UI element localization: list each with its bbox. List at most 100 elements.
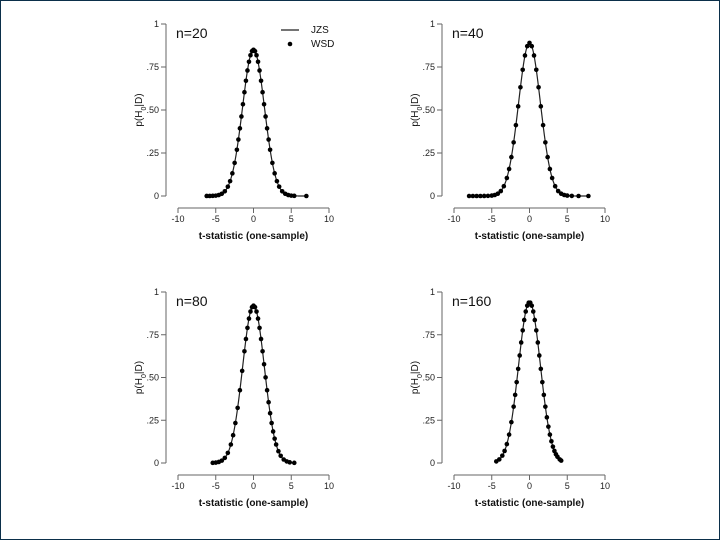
wsd-point [537, 353, 542, 358]
wsd-point [523, 309, 529, 314]
wsd-point [263, 375, 268, 380]
wsd-point [586, 193, 591, 199]
wsd-point [273, 442, 279, 447]
x-tick-label: 0 [251, 214, 256, 224]
wsd-point [267, 410, 273, 416]
y-tick-label: .50 [422, 373, 435, 383]
wsd-point [270, 160, 275, 166]
wsd-point [518, 340, 524, 345]
wsd-point [269, 420, 274, 426]
wsd-point [246, 59, 252, 65]
panel-title: n=80 [176, 293, 208, 309]
y-tick-label: 0 [154, 191, 159, 201]
wsd-point [304, 193, 309, 199]
wsd-point [509, 154, 514, 160]
wsd-point [506, 432, 512, 437]
wsd-point [276, 184, 282, 189]
y-tick-label: .75 [146, 330, 159, 340]
wsd-point [248, 309, 253, 314]
wsd-point [219, 458, 225, 463]
jzs-curve [212, 305, 295, 464]
y-axis-label: p(H0|D) [410, 93, 424, 126]
x-tick-label: 10 [324, 214, 334, 224]
wsd-point [225, 184, 231, 189]
x-tick-label: 0 [527, 214, 532, 224]
wsd-point [258, 336, 264, 342]
wsd-point [237, 387, 243, 393]
y-axis-label-sub: 0 [141, 374, 148, 378]
wsd-point [522, 53, 528, 58]
wsd-point [540, 379, 545, 385]
y-axis-label-end: |D) [410, 361, 421, 374]
x-tick-label: -5 [212, 481, 220, 491]
wsd-point [535, 340, 541, 345]
wsd-point [533, 67, 539, 73]
x-axis-label: t-statistic (one-sample) [199, 231, 308, 242]
wsd-point [518, 85, 523, 90]
wsd-point [498, 188, 504, 194]
wsd-point [530, 309, 536, 314]
wsd-point [254, 309, 259, 314]
y-axis-label-end: |D) [134, 361, 145, 374]
wsd-point [225, 450, 231, 456]
wsd-point [254, 52, 259, 58]
wsd-point [245, 325, 250, 331]
wsd-point [517, 353, 522, 358]
y-axis-label-main: p(H [134, 110, 145, 126]
wsd-point [219, 191, 225, 197]
wsd-point [527, 40, 532, 46]
wsd-point [549, 438, 554, 444]
x-tick-label: 0 [527, 481, 532, 491]
x-tick-label: 5 [565, 214, 570, 224]
x-axis-label: t-statistic (one-sample) [199, 498, 308, 509]
wsd-point [252, 304, 258, 310]
x-tick-label: 5 [289, 481, 294, 491]
wsd-point [544, 415, 550, 420]
wsd-point [569, 193, 575, 199]
wsd-point [239, 368, 245, 374]
wsd-point [266, 399, 271, 405]
y-axis-label-sub: 0 [417, 106, 424, 110]
wsd-point [485, 193, 491, 199]
wsd-point [531, 53, 537, 58]
wsd-point [513, 122, 519, 128]
x-tick-label: -10 [447, 481, 460, 491]
y-tick-label: .50 [146, 373, 159, 383]
panel-title: n=20 [176, 25, 208, 41]
wsd-point [222, 188, 228, 194]
y-tick-label: .25 [146, 415, 159, 425]
wsd-point [533, 328, 539, 333]
wsd-point [521, 317, 527, 323]
wsd-point [501, 183, 507, 189]
y-axis-label: p(H0|D) [134, 361, 148, 394]
wsd-point [242, 348, 247, 354]
y-tick-label: .50 [146, 105, 159, 115]
jzs-curve [206, 49, 307, 197]
wsd-point [529, 43, 535, 49]
wsd-point [227, 178, 233, 184]
panel-1: 0 .25 .50 .75 1 -10 -5 0 5 10 t-statistic (one-sam… [134, 19, 334, 242]
x-tick-label: -5 [212, 214, 220, 224]
wsd-point [514, 379, 519, 385]
wsd-point [512, 392, 518, 398]
y-tick-label: 0 [430, 191, 435, 201]
wsd-point [222, 455, 228, 461]
wsd-point [230, 171, 235, 176]
wsd-point [543, 140, 548, 145]
wsd-point [515, 366, 521, 372]
y-tick-label: .75 [422, 330, 435, 340]
y-axis-label: p(H0|D) [134, 93, 148, 126]
wsd-point [260, 348, 265, 354]
x-tick-label: 10 [600, 481, 610, 491]
wsd-point [272, 171, 277, 176]
wsd-point [234, 147, 240, 153]
x-tick-label: 0 [251, 481, 256, 491]
wsd-point [541, 392, 547, 398]
wsd-point [232, 160, 237, 166]
wsd-point [257, 325, 262, 331]
wsd-point [267, 147, 273, 153]
y-tick-label: .25 [422, 148, 435, 158]
y-tick-label: .75 [146, 62, 159, 72]
